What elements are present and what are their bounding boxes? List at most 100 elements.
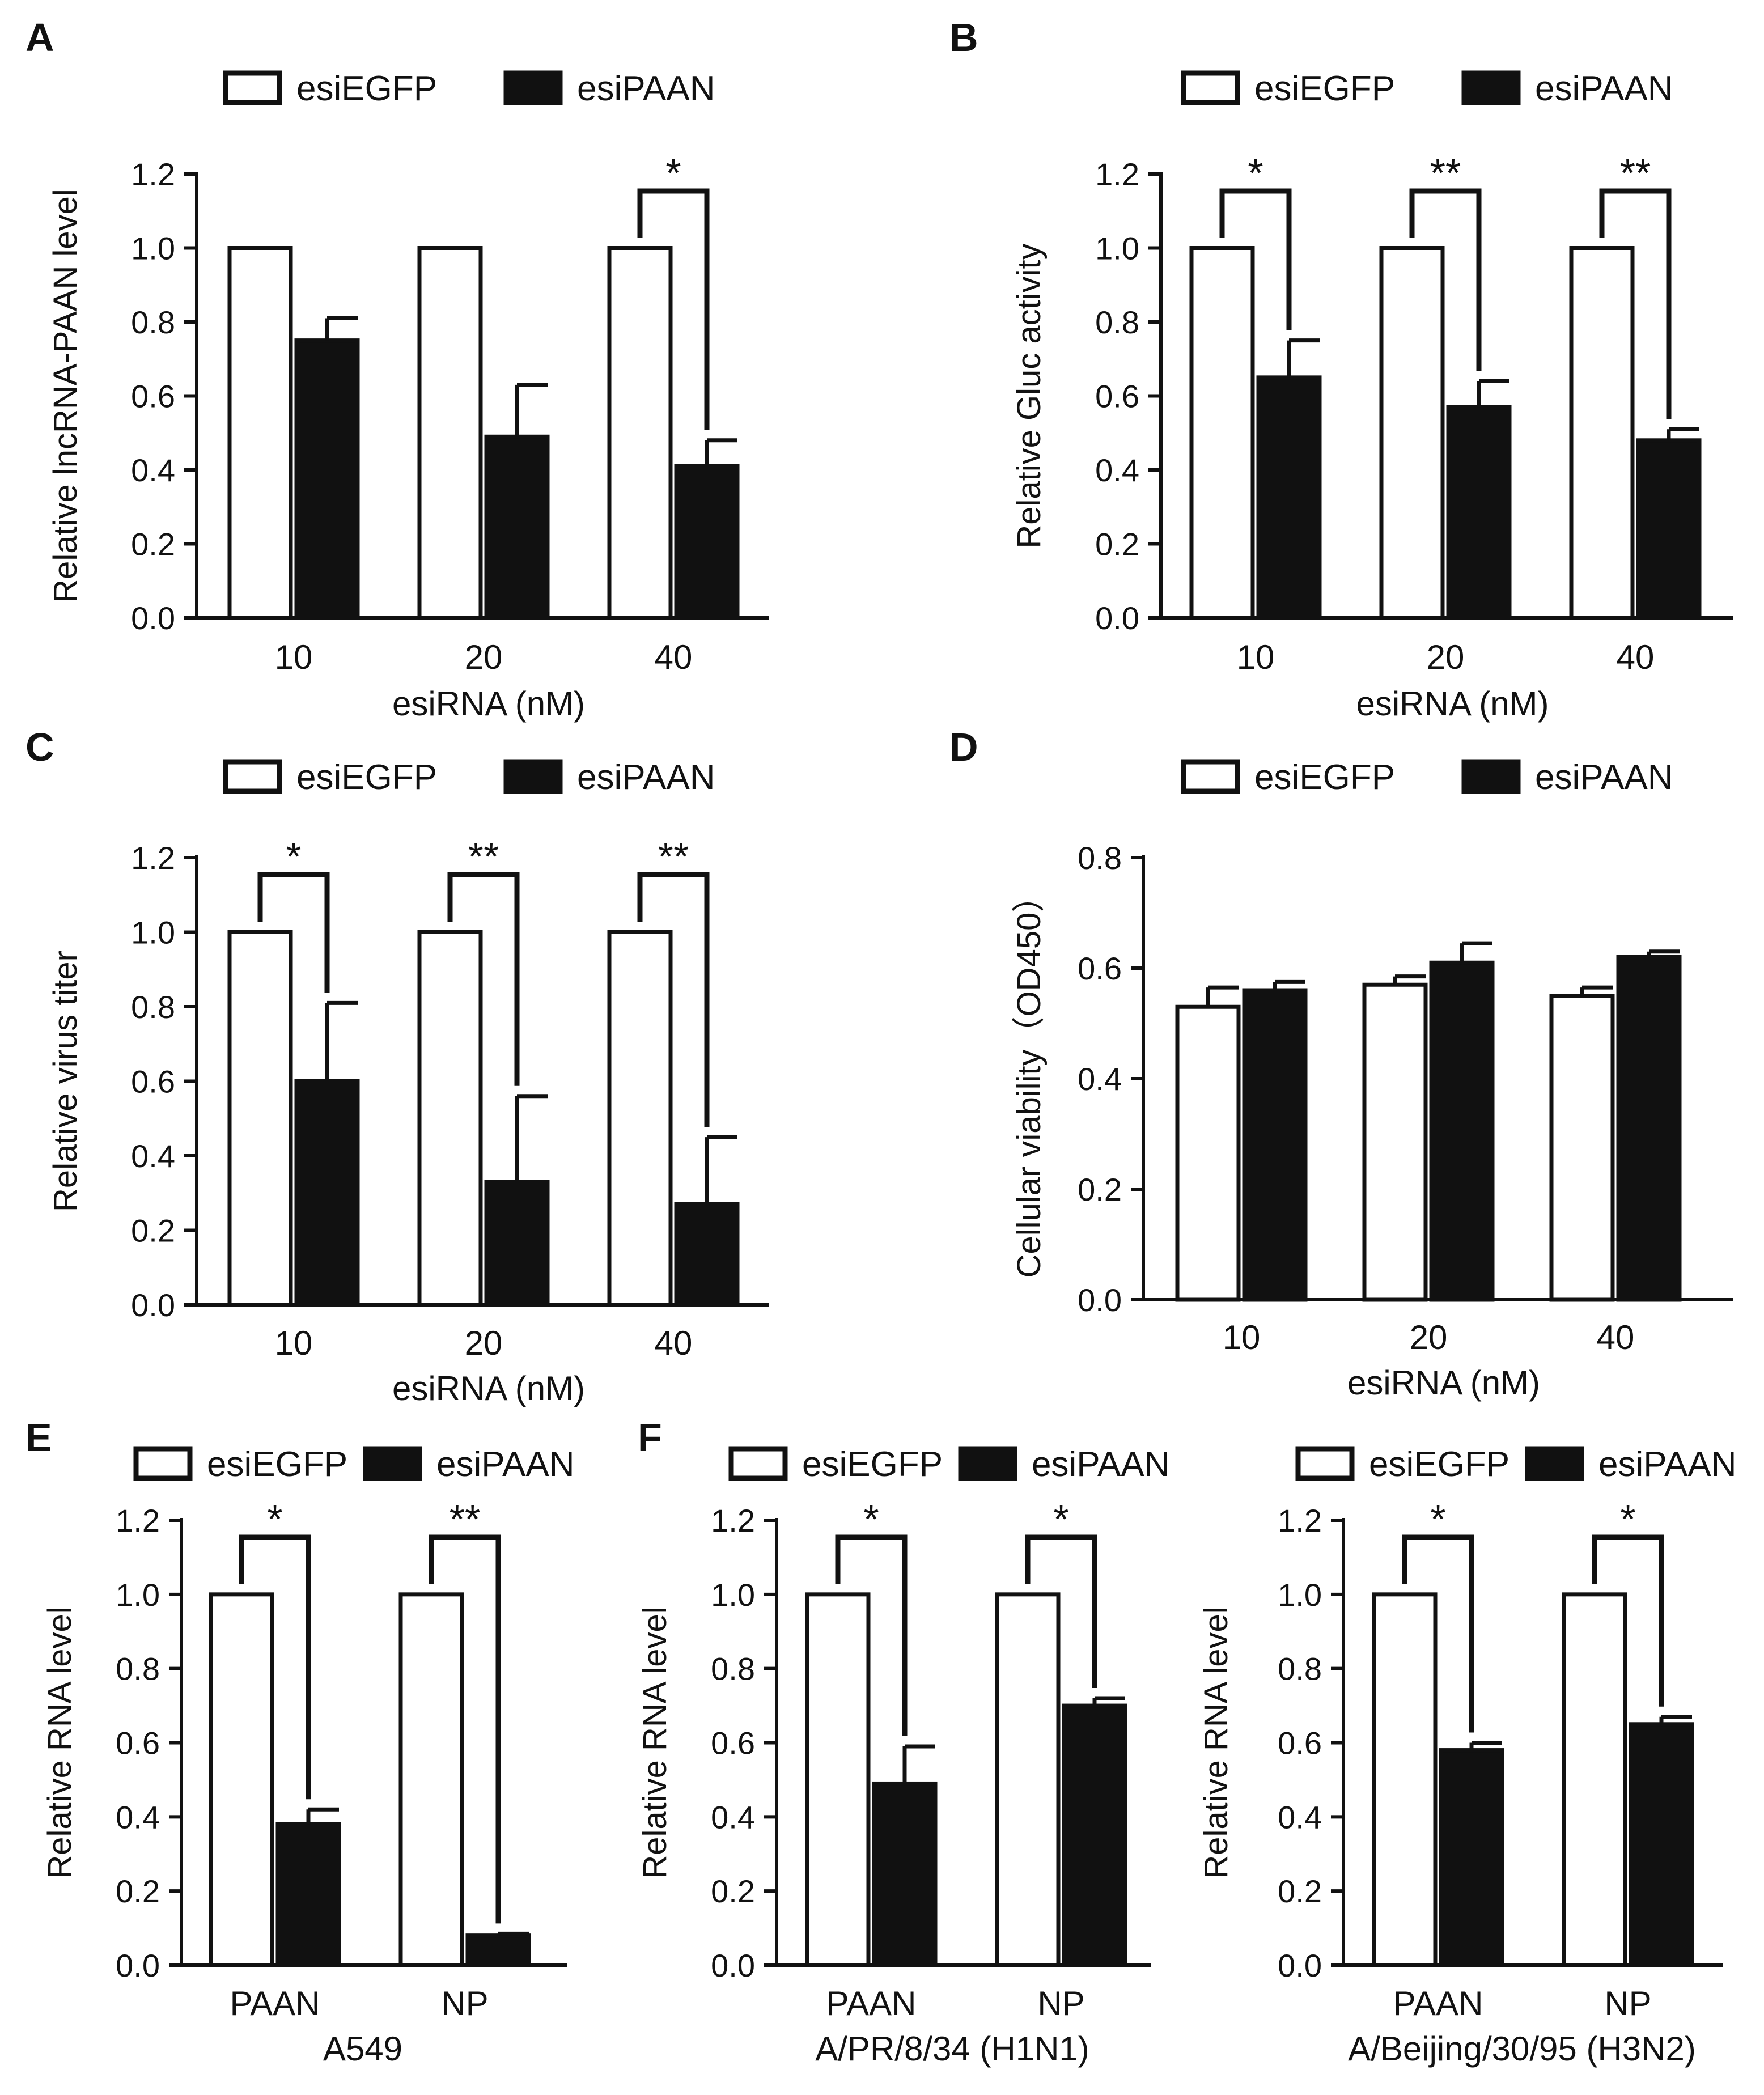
significance-marker: *	[1620, 1497, 1635, 1541]
y-tick-label: 0.2	[711, 1873, 755, 1909]
bar-esipaan-40	[674, 1202, 740, 1307]
y-tick-label: 0.6	[131, 1064, 175, 1100]
chart-panel-f2: esiEGFP esiPAAN 0.0 0.2 0.4 0.6 0.8 1.0 1.2 Relat…	[1198, 1445, 1737, 2068]
significance-marker: *	[1053, 1497, 1068, 1541]
bar-esipaan-20	[1446, 405, 1512, 620]
panel-sublabel: A/Beijing/30/95 (H3N2)	[1348, 2030, 1696, 2068]
significance-bracket	[239, 1534, 311, 1800]
y-tick-label: 0.8	[116, 1651, 160, 1687]
y-tick-label: 0.4	[1278, 1799, 1322, 1835]
x-tick-label: 10	[1223, 1318, 1261, 1356]
panel-label: E	[26, 1415, 52, 1460]
legend-label-esiegfp: esiEGFP	[296, 69, 437, 108]
x-tick-label: 40	[655, 1324, 693, 1362]
legend-swatch-esipaan	[1461, 759, 1521, 794]
y-tick-label: 0.2	[116, 1873, 160, 1909]
y-tick-label: 0.0	[131, 600, 175, 636]
legend-swatch-esiegfp	[223, 759, 282, 794]
legend-swatch-esipaan	[1461, 70, 1521, 105]
y-tick-label: 0.2	[1078, 1172, 1122, 1207]
y-axis-title: Relative Gluc activity	[1011, 243, 1048, 548]
legend-label-esiegfp: esiEGFP	[296, 758, 437, 797]
significance-bracket	[835, 1534, 908, 1737]
y-tick-label: 0.4	[131, 1138, 175, 1174]
y-axis-title: Relative RNA level	[637, 1606, 673, 1878]
significance-bracket	[637, 188, 710, 430]
y-tick-label: 0.8	[1278, 1651, 1322, 1687]
bar-esipaan-paan	[1439, 1748, 1504, 1967]
x-tick-label: 40	[655, 638, 693, 676]
y-tick-label: 0.6	[1278, 1725, 1322, 1761]
bar-esipaan-40	[1636, 438, 1702, 620]
significance-bracket	[1025, 1534, 1097, 1688]
significance-marker: *	[1248, 151, 1263, 195]
significance-bracket	[1409, 188, 1482, 371]
bar-esiegfp-np	[995, 1592, 1061, 1967]
bar-esiegfp-10	[227, 246, 293, 620]
legend-label-esipaan: esiPAAN	[1535, 758, 1673, 797]
y-tick-label: 1.0	[1095, 231, 1139, 266]
bar-esiegfp-40	[1549, 994, 1615, 1302]
legend-swatch-esipaan	[1525, 1446, 1584, 1481]
x-tick-label: 20	[1427, 638, 1465, 676]
y-tick-label: 0.8	[711, 1651, 755, 1687]
y-tick-label: 0.6	[131, 379, 175, 414]
x-axis-title: esiRNA (nM)	[1356, 685, 1549, 723]
bar-esiegfp-10	[1189, 246, 1255, 620]
y-axis-title: Relative RNA level	[41, 1606, 78, 1878]
bar-esiegfp-paan	[1372, 1592, 1438, 1967]
y-tick-label: 1.2	[1095, 156, 1139, 192]
bar-esiegfp-20	[1362, 982, 1428, 1302]
y-tick-label: 0.4	[1095, 452, 1139, 488]
x-tick-label: 20	[465, 1324, 503, 1362]
y-tick-label: 0.0	[711, 1948, 755, 1983]
significance-bracket	[637, 872, 710, 1127]
y-tick-label: 0.2	[131, 1213, 175, 1249]
legend-swatch-esiegfp	[1181, 70, 1240, 105]
y-axis-title: Relative virus titer	[47, 951, 84, 1212]
bar-esipaan-np	[1629, 1722, 1694, 1967]
y-tick-label: 1.0	[711, 1577, 755, 1613]
y-tick-label: 1.2	[116, 1503, 160, 1538]
bar-esipaan-40	[1616, 955, 1682, 1302]
y-tick-label: 0.4	[116, 1799, 160, 1835]
legend-label-esipaan: esiPAAN	[1535, 69, 1673, 108]
panel-label: A	[26, 15, 54, 60]
legend-swatch-esiegfp	[1181, 759, 1240, 794]
bar-esiegfp-20	[417, 930, 483, 1307]
legend-label-esiegfp: esiEGFP	[1369, 1445, 1509, 1484]
panel-sublabel: A549	[323, 2030, 402, 2068]
y-tick-label: 0.8	[1095, 304, 1139, 340]
x-tick-label: NP	[1604, 1984, 1651, 2022]
y-tick-label: 0.2	[131, 527, 175, 562]
y-tick-label: 0.0	[1078, 1282, 1122, 1318]
y-tick-label: 0.6	[1078, 951, 1122, 986]
significance-marker: **	[450, 1497, 480, 1541]
legend-swatch-esipaan	[503, 759, 563, 794]
legend-swatch-esiegfp	[1295, 1446, 1355, 1481]
y-axis-title: Relative lncRNA-PAAN level	[47, 189, 84, 603]
significance-marker: *	[286, 834, 301, 879]
x-tick-label: 10	[1237, 638, 1275, 676]
legend-label-esipaan: esiPAAN	[436, 1445, 575, 1484]
legend-label-esipaan: esiPAAN	[577, 758, 715, 797]
significance-bracket	[1219, 188, 1292, 330]
x-axis-title: esiRNA (nM)	[392, 685, 585, 723]
bar-esipaan-np	[465, 1933, 531, 1967]
significance-marker: *	[267, 1497, 282, 1541]
y-tick-label: 1.0	[116, 1577, 160, 1613]
y-tick-label: 0.2	[1278, 1873, 1322, 1909]
y-tick-label: 1.2	[131, 840, 175, 876]
bar-esipaan-paan	[872, 1781, 938, 1967]
bar-esipaan-10	[1242, 988, 1308, 1302]
x-tick-label: NP	[1037, 1984, 1084, 2022]
panel-label: D	[949, 725, 978, 769]
bar-esiegfp-np	[398, 1592, 464, 1967]
panel-label: F	[638, 1415, 662, 1460]
significance-bracket	[429, 1534, 501, 1924]
y-tick-label: 0.6	[1095, 379, 1139, 414]
y-tick-label: 0.4	[131, 452, 175, 488]
y-tick-label: 1.0	[131, 915, 175, 951]
